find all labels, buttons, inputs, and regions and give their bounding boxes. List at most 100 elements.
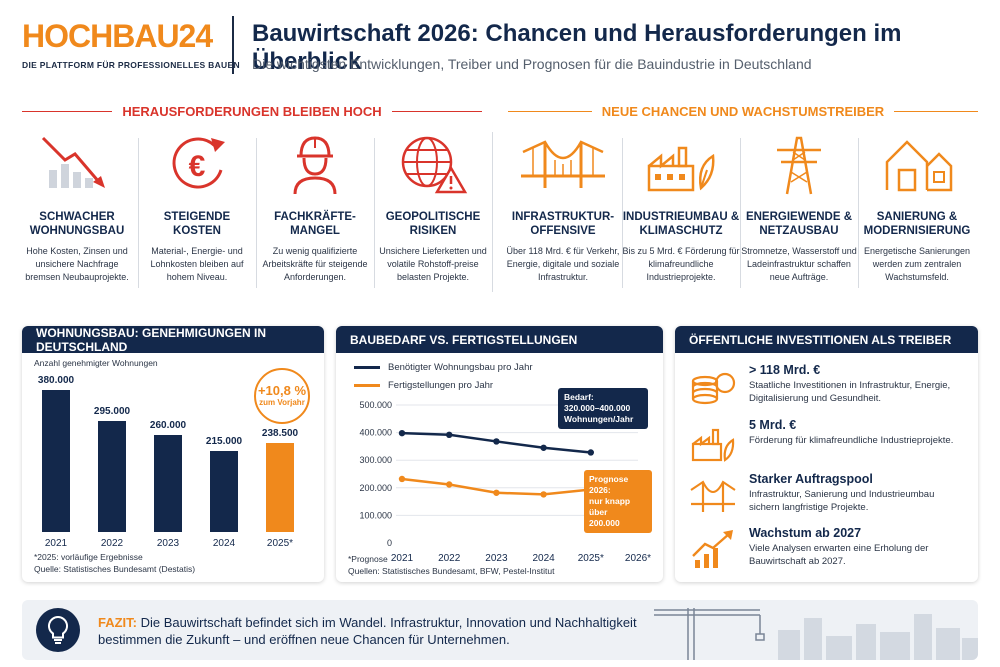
bridge-icon	[689, 472, 737, 520]
opportunity-industry-climate: INDUSTRIEUMBAU & KLIMASCHUTZ Bis zu 5 Mrd…	[622, 132, 740, 302]
bridge-icon	[504, 132, 622, 200]
opportunity-text: Stromnetze, Wasserstoff und Ladeinfrastr…	[741, 246, 857, 282]
growth-chart-icon	[689, 526, 737, 574]
data-point	[493, 489, 500, 496]
y-tick-label: 500.000	[359, 400, 392, 410]
challenge-title: FACHKRÄFTE- MANGEL	[274, 211, 356, 237]
permits-panel: WOHNUNGSBAU: GENEHMIGUNGEN IN DEUTSCHLAN…	[22, 326, 324, 582]
coins-icon	[689, 363, 737, 411]
invest-item-text: Infrastruktur, Sanierung und Industrieum…	[749, 489, 935, 513]
invest-item-text: Förderung für klimafreundliche Industrie…	[749, 435, 954, 446]
bar-value-label: 295.000	[93, 406, 131, 418]
legend-done-label: Fertigstellungen pro Jahr	[388, 380, 494, 391]
x-tick-label: 2021	[391, 553, 414, 564]
invest-item-title: > 118 Mrd. €	[749, 363, 821, 377]
bar-category-label: 2022	[100, 538, 124, 549]
permits-footnote: *2025: vorläufige Ergebnisse	[34, 552, 143, 562]
power-tower-icon	[740, 132, 858, 200]
legend-need-swatch	[354, 366, 380, 369]
invest-item-title: Starker Auftragspool	[749, 472, 873, 486]
brand-tagline: DIE PLATTFORM FÜR PROFESSIONELLES BAUEN	[22, 60, 240, 70]
page-title: Bauwirtschaft 2026: Chancen und Herausfo…	[252, 20, 902, 75]
bar-2024	[210, 451, 238, 532]
bar-category-label: 2024	[212, 538, 236, 549]
data-point	[540, 444, 547, 451]
y-tick-label: 400.000	[359, 428, 392, 438]
growth-badge-value: +10,8 %	[257, 383, 307, 398]
page-subtitle: Die wichtigsten Entwicklungen, Treiber u…	[252, 56, 812, 72]
bar-2025	[266, 442, 294, 532]
invest-item-growth-2027: Wachstum ab 2027 Viele Analysen erwarten…	[689, 526, 969, 576]
data-point	[446, 481, 453, 488]
skyline-crane-illustration	[654, 608, 978, 660]
fazit-banner: FAZIT: Die Bauwirtschaft befindet sich i…	[22, 600, 978, 660]
challenge-title: STEIGENDE KOSTEN	[163, 211, 231, 237]
permits-panel-heading: WOHNUNGSBAU: GENEHMIGUNGEN IN DEUTSCHLAN…	[22, 326, 324, 354]
opportunities-heading-text: NEUE CHANCEN UND WACHSTUMSTREIBER	[601, 103, 885, 119]
fazit-text: FAZIT: Die Bauwirtschaft befindet sich i…	[98, 614, 658, 648]
worker-icon	[256, 132, 374, 200]
data-point	[587, 449, 594, 456]
challenge-text: Unsichere Lieferketten und volatile Rohs…	[379, 246, 487, 282]
challenge-rising-costs: € STEIGENDE KOSTEN Material-, Energie- un…	[138, 132, 256, 302]
opportunity-infrastructure: INFRASTRUKTUR- OFFENSIVE Über 118 Mrd. € …	[504, 132, 622, 302]
column-divider	[740, 138, 741, 288]
legend-need: Benötigter Wohnungsbau pro Jahr	[354, 362, 533, 373]
bar-category-label: 2023	[156, 538, 180, 549]
permits-axis-note: Anzahl genehmigter Wohnungen	[34, 358, 158, 368]
y-tick-label: 300.000	[359, 455, 392, 465]
legend-done-swatch	[354, 384, 380, 387]
invest-item-text: Staatliche Investitionen in Infrastruktu…	[749, 380, 951, 404]
invest-panel-heading: ÖFFENTLICHE INVESTITIONEN ALS TREIBER	[675, 326, 978, 353]
factory-leaf-icon	[622, 132, 740, 200]
column-divider	[256, 138, 257, 288]
challenge-text: Material-, Energie- und Lohnkosten bleib…	[150, 246, 244, 282]
invest-panel: ÖFFENTLICHE INVESTITIONEN ALS TREIBER > …	[675, 326, 978, 582]
data-point	[540, 491, 547, 498]
fazit-label: FAZIT:	[98, 615, 137, 630]
section-divider	[492, 132, 493, 292]
bar-value-label: 238.500	[261, 427, 299, 439]
challenge-title: SCHWACHER WOHNUNGSBAU	[29, 211, 125, 237]
callout-need: Bedarf: 320.000–400.000 Wohnungen/Jahr	[558, 388, 648, 429]
opportunity-renovation: SANIERUNG & MODERNISIERUNG Energetische S…	[858, 132, 976, 302]
demand-footnote: *Prognose	[348, 554, 388, 564]
column-divider	[858, 138, 859, 288]
challenges-heading-text: HERAUSFORDERUNGEN BLEIBEN HOCH	[122, 103, 382, 119]
challenge-text: Zu wenig qualifizierte Arbeitskräfte für…	[262, 246, 368, 282]
column-divider	[622, 138, 623, 288]
data-point	[446, 431, 453, 439]
invest-item-order-pool: Starker Auftragspool Infrastruktur, Sani…	[689, 472, 969, 522]
falling-chart-icon	[18, 132, 136, 200]
opportunity-text: Über 118 Mrd. € für Verkehr, Energie, di…	[506, 246, 620, 282]
legend-need-label: Benötigter Wohnungsbau pro Jahr	[388, 362, 533, 373]
opportunity-energy-grid: ENERGIEWENDE & NETZAUSBAU Stromnetze, Was…	[740, 132, 858, 302]
challenge-geopolitical-risks: GEOPOLITISCHE RISIKEN Unsichere Lieferket…	[374, 132, 492, 302]
invest-item-title: 5 Mrd. €	[749, 418, 797, 432]
bar-2022	[98, 421, 126, 532]
bar-value-label: 260.000	[149, 419, 187, 431]
opportunity-title: SANIERUNG & MODERNISIERUNG	[863, 211, 971, 237]
opportunity-text: Bis zu 5 Mrd. € Förderung für klimafreun…	[622, 246, 740, 282]
globe-warning-icon	[374, 132, 492, 200]
svg-text:€: €	[189, 150, 206, 183]
data-point	[398, 429, 406, 437]
opportunity-title: ENERGIEWENDE & NETZAUSBAU	[745, 211, 853, 237]
invest-item-5bn: 5 Mrd. € Förderung für klimafreundliche …	[689, 418, 969, 468]
fazit-body: Die Bauwirtschaft befindet sich im Wande…	[98, 615, 637, 647]
challenge-skills-shortage: FACHKRÄFTE- MANGEL Zu wenig qualifizierte…	[256, 132, 374, 302]
opportunity-text: Energetische Sanierungen werden zum zent…	[863, 246, 971, 282]
challenge-title: GEOPOLITISCHE RISIKEN	[385, 211, 481, 237]
challenges-heading: HERAUSFORDERUNGEN BLEIBEN HOCH	[22, 102, 483, 120]
bar-2021	[42, 389, 70, 532]
brand-logo[interactable]: HOCHBAU24	[22, 18, 213, 54]
lightbulb-icon	[36, 608, 80, 652]
data-point	[398, 475, 406, 483]
x-tick-label: 2024	[532, 553, 555, 564]
challenge-weak-housing: SCHWACHER WOHNUNGSBAU Hohe Kosten, Zinsen…	[18, 132, 136, 302]
header-divider	[232, 16, 234, 74]
opportunity-title: INDUSTRIEUMBAU & KLIMASCHUTZ	[622, 211, 740, 237]
opportunity-title: INFRASTRUKTUR- OFFENSIVE	[511, 211, 615, 237]
y-tick-label: 200.000	[359, 483, 392, 493]
demand-panel: BAUBEDARF VS. FERTIGSTELLUNGEN 0 100.000 2…	[336, 326, 663, 582]
